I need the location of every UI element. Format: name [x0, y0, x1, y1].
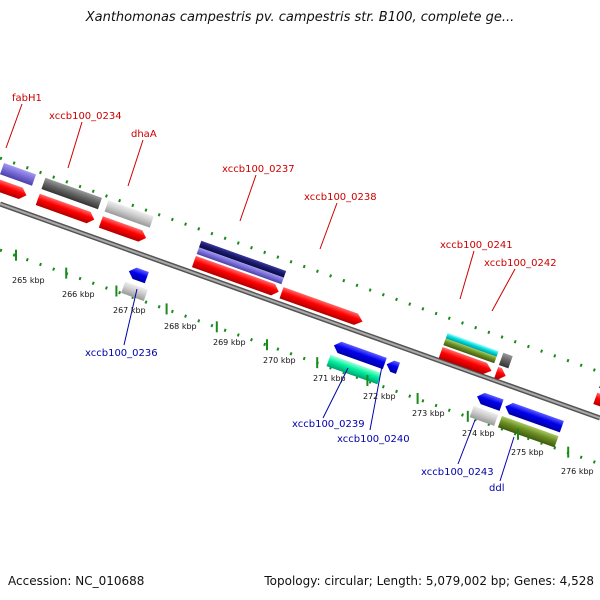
gene-xccb100-0243-blue[interactable]: [475, 391, 504, 411]
kbp-ticks: [15, 249, 570, 458]
kbp-label-273: 273 kbp: [412, 409, 445, 418]
kbp-label-271: 271 kbp: [313, 374, 346, 383]
label-xccb100-0236: xccb100_0236: [85, 348, 158, 359]
gene-xccb100-0241-cyan-bar[interactable]: [445, 332, 499, 357]
gene-red-arrow-7[interactable]: [494, 366, 507, 382]
kbp-label-265: 265 kbp: [12, 276, 45, 285]
kbp-label-274: 274 kbp: [462, 429, 495, 438]
gene-xccb100-0242-bar[interactable]: [498, 352, 513, 369]
gene-red-arrow-4[interactable]: [191, 255, 281, 298]
gene-xccb100-0236-blue[interactable]: [127, 266, 149, 284]
gene-red-arrow-2[interactable]: [35, 193, 97, 225]
label-xccb100-0242: xccb100_0242: [484, 258, 557, 269]
forward-gene-labels: fabH1 xccb100_0234 dhaA xccb100_0237 xcc…: [5, 93, 557, 312]
kbp-label-269: 269 kbp: [213, 338, 246, 347]
gene-red-arrow-3[interactable]: [98, 216, 148, 243]
gene-red-arrow-1[interactable]: [0, 178, 28, 201]
label-xccb100-0234: xccb100_0234: [49, 111, 122, 122]
kbp-label-276: 276 kbp: [561, 467, 594, 476]
gene-ddl-green[interactable]: [497, 415, 559, 448]
kbp-labels: 265 kbp 266 kbp 267 kbp 268 kbp 269 kbp …: [12, 276, 594, 476]
genome-backbone: [0, 201, 600, 421]
accession-text: Accession: NC_010688: [8, 574, 145, 588]
gene-xccb100-0239-blue[interactable]: [332, 340, 387, 370]
label-fabH1: fabH1: [12, 93, 42, 104]
gene-xccb100-0243-gray[interactable]: [469, 405, 499, 426]
gene-red-arrow-6[interactable]: [438, 347, 494, 376]
kbp-label-268: 268 kbp: [164, 322, 197, 331]
gene-xccb100-0236-gray[interactable]: [121, 281, 148, 301]
gene-red-arrow-5[interactable]: [279, 287, 365, 327]
gene-xccb100-0241-green-bar[interactable]: [443, 338, 497, 364]
label-dhaA: dhaA: [131, 129, 157, 140]
label-xccb100-0237: xccb100_0237: [222, 164, 295, 175]
label-xccb100-0240: xccb100_0240: [337, 434, 410, 445]
gene-xccb100-0234-bar[interactable]: [41, 177, 102, 210]
kbp-label-270: 270 kbp: [263, 356, 296, 365]
gene-ddl-blue[interactable]: [503, 401, 564, 433]
kbp-label-266: 266 kbp: [62, 290, 95, 299]
label-ddl: ddl: [489, 483, 504, 494]
map-title: Xanthomonas campestris pv. campestris st…: [85, 10, 515, 25]
topology-text: Topology: circular; Length: 5,079,002 bp…: [264, 574, 594, 588]
reverse-gene-labels: xccb100_0236 xccb100_0239 xccb100_0240 x…: [85, 288, 515, 494]
gene-xccb100-0237-bar[interactable]: [196, 247, 284, 285]
gene-fabH1-bar[interactable]: [0, 162, 37, 186]
kbp-label-267: 267 kbp: [113, 306, 146, 315]
kbp-label-272: 272 kbp: [363, 392, 396, 401]
gene-dhaA-bar[interactable]: [104, 200, 154, 228]
label-xccb100-0238: xccb100_0238: [304, 192, 377, 203]
kbp-label-275: 275 kbp: [511, 448, 544, 457]
label-xccb100-0243: xccb100_0243: [421, 467, 494, 478]
label-xccb100-0241: xccb100_0241: [440, 240, 513, 251]
gene-xccb100-0240-blue[interactable]: [385, 359, 400, 374]
label-xccb100-0239: xccb100_0239: [292, 419, 365, 430]
gene-xccb100-0237-top-bar[interactable]: [198, 240, 287, 278]
